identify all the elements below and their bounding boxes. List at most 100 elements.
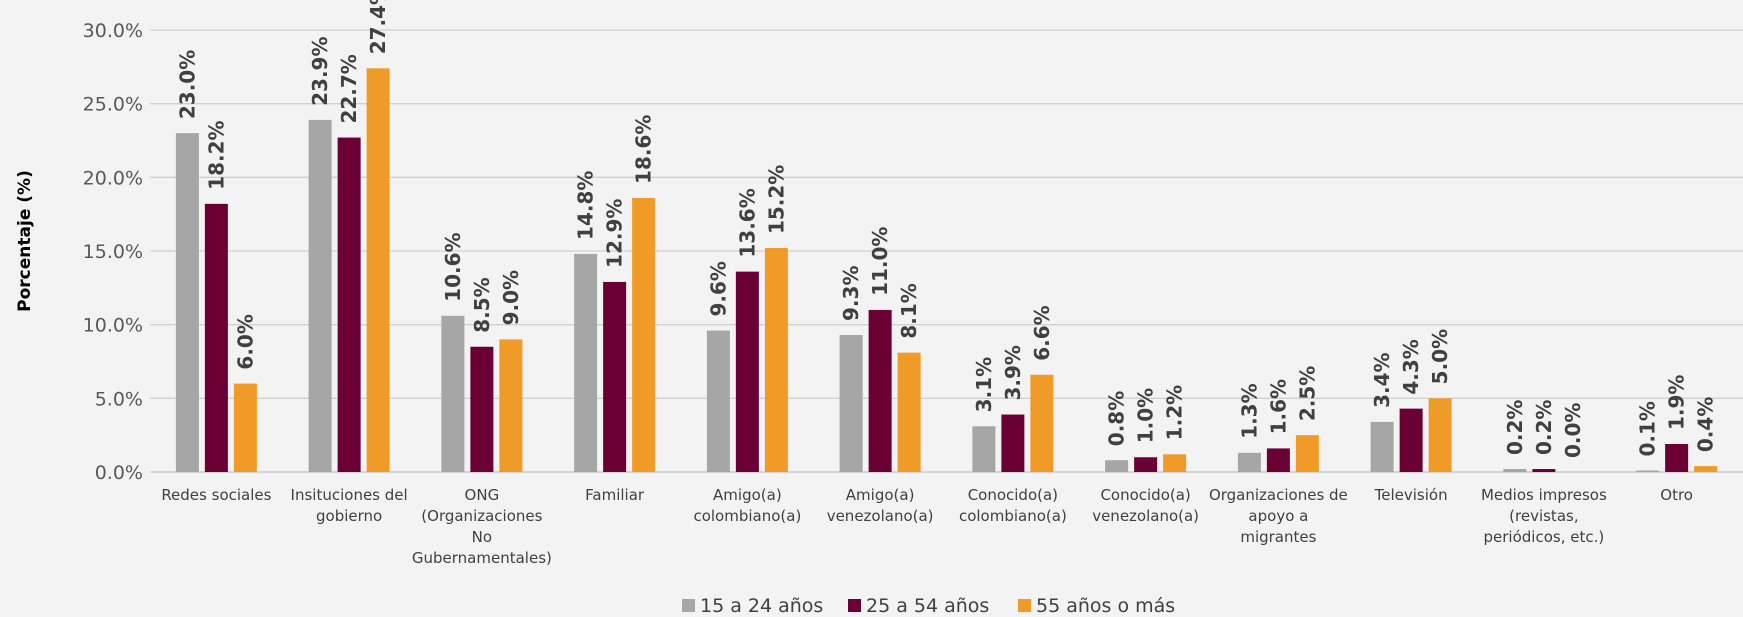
bar [972, 426, 996, 472]
legend: 15 a 24 años 25 a 54 años 55 años o más [682, 595, 1175, 617]
bar [764, 248, 788, 472]
data-label: 0.0% [1561, 403, 1585, 458]
bar [499, 339, 523, 472]
data-label: 9.3% [839, 266, 863, 321]
x-category-label: Amigo(a) colombiano(a) [693, 486, 801, 525]
data-label: 14.8% [574, 171, 598, 240]
data-label: 12.9% [603, 199, 627, 268]
bar [1295, 435, 1319, 472]
bar [1428, 398, 1452, 472]
data-label: 1.6% [1266, 379, 1290, 434]
data-label: 15.2% [764, 165, 788, 234]
y-tick-label: 25.0% [83, 94, 143, 116]
bar [175, 133, 199, 472]
y-tick-label: 0.0% [95, 462, 143, 484]
x-category-label: Insituciones del gobierno [291, 486, 408, 525]
bar [868, 309, 892, 472]
bar [632, 197, 656, 472]
data-label: 18.2% [204, 120, 228, 189]
bar [1266, 448, 1290, 472]
data-label: 9.0% [499, 270, 523, 325]
legend-label: 15 a 24 años [700, 595, 823, 617]
data-label: 18.6% [632, 115, 656, 184]
bar [706, 330, 730, 472]
bar [1532, 469, 1556, 472]
x-category-label: Conocido(a) venezolano(a) [1092, 486, 1199, 525]
bar [1163, 454, 1187, 472]
x-category-label: Televisión [1374, 486, 1448, 504]
data-label: 1.9% [1665, 375, 1689, 430]
data-label: 13.6% [735, 188, 759, 257]
y-tick-label: 30.0% [83, 20, 143, 42]
data-label: 0.4% [1694, 397, 1718, 452]
bar [839, 334, 863, 472]
x-category-label: ONG (Organizaciones No Gubernamentales) [412, 486, 552, 567]
bar [1030, 374, 1054, 472]
y-tick-label: 15.0% [83, 241, 143, 263]
data-label: 1.2% [1163, 385, 1187, 440]
legend-label: 25 a 54 años [866, 595, 989, 617]
bar [897, 352, 921, 472]
y-tick-label: 5.0% [95, 388, 143, 410]
x-category-label: Organizaciones de apoyo a migrantes [1209, 486, 1348, 546]
data-label: 22.7% [337, 54, 361, 123]
x-category-label: Redes sociales [161, 486, 271, 504]
bar [441, 315, 465, 472]
legend-swatch [682, 599, 695, 612]
data-label: 3.4% [1370, 352, 1394, 407]
data-label: 5.0% [1428, 329, 1452, 384]
data-labels: 23.0%18.2%6.0%23.9% 22.7%27.4%10.6%8.5% 9.… [175, 0, 1717, 458]
data-label: 1.0% [1134, 388, 1158, 443]
y-axis-label: Porcentaje (%) [15, 170, 35, 312]
data-label: 4.3% [1399, 339, 1423, 394]
x-category-label: Otro [1660, 486, 1693, 504]
x-category-label: Conocido(a) colombiano(a) [959, 486, 1067, 525]
data-label: 23.9% [308, 36, 332, 105]
data-label: 27.4% [366, 0, 390, 54]
data-label: 2.5% [1295, 366, 1319, 421]
x-category-label: Familiar [585, 486, 645, 504]
bar [1636, 470, 1660, 472]
bars [175, 68, 1718, 472]
bar [337, 137, 361, 472]
data-label: 9.6% [706, 261, 730, 316]
bar [1665, 444, 1689, 472]
bar [1370, 421, 1394, 472]
bar [1694, 466, 1718, 472]
bar [1503, 469, 1527, 472]
x-category-label: Amigo(a) venezolano(a) [827, 486, 934, 525]
y-tick-label: 20.0% [83, 167, 143, 189]
bar [1399, 408, 1423, 472]
legend-swatch [848, 599, 861, 612]
y-axis-ticks: 0.0% 5.0% 10.0% 15.0% 20.0% 25.0% 30.0% [83, 20, 143, 484]
x-category-label: Medios impresos (revistas, periódicos, etc… [1481, 486, 1607, 546]
gridlines [150, 29, 1743, 473]
data-label: 1.3% [1237, 383, 1261, 438]
bar [1134, 457, 1158, 472]
legend-swatch [1018, 599, 1031, 612]
bar [1237, 452, 1261, 472]
data-label: 0.8% [1105, 391, 1129, 446]
data-label: 23.0% [175, 50, 199, 119]
bar [603, 281, 627, 472]
data-label: 8.5% [470, 277, 494, 332]
data-label: 10.6% [441, 232, 465, 301]
data-label: 3.9% [1001, 345, 1025, 400]
data-label: 3.1% [972, 357, 996, 412]
data-label: 6.6% [1030, 305, 1054, 360]
bar [574, 253, 598, 472]
data-label: 6.0% [233, 314, 257, 369]
data-label: 0.1% [1636, 401, 1660, 456]
x-axis-categories: Redes sociales Insituciones del gobiernoON… [161, 486, 1693, 567]
bar [308, 119, 332, 472]
legend-label: 55 años o más [1036, 595, 1175, 617]
bar [204, 203, 228, 472]
bar [366, 68, 390, 472]
data-label: 8.1% [897, 283, 921, 338]
data-label: 0.2% [1503, 400, 1527, 455]
bar [470, 346, 494, 472]
bar [735, 271, 759, 472]
data-label: 0.2% [1532, 400, 1556, 455]
data-label: 11.0% [868, 227, 892, 296]
